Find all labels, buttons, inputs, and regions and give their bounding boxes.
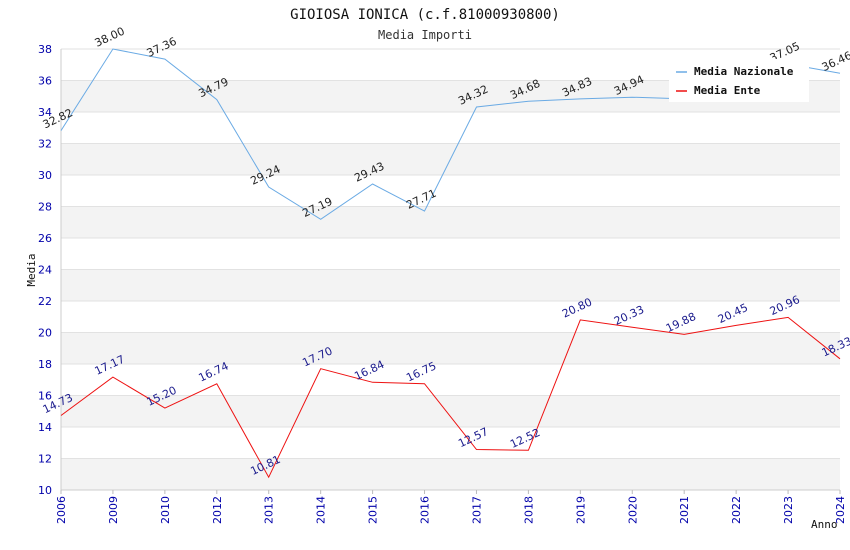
grid-lines	[61, 48, 840, 491]
x-tick-label: 2014	[315, 496, 328, 524]
y-tick-label: 32	[38, 138, 52, 151]
x-tick-label: 2022	[730, 496, 743, 524]
y-tick-label: 38	[38, 43, 52, 56]
data-label-media-ente: 12.57	[456, 425, 490, 450]
y-tick-label: 18	[38, 358, 52, 371]
y-tick-label: 12	[38, 453, 52, 466]
data-label-media-nazionale: 36.46	[820, 49, 850, 74]
grid-band	[61, 458, 840, 490]
legend: Media Nazionale Media Ente	[669, 59, 809, 102]
x-tick-label: 2010	[159, 496, 172, 524]
y-tick-label: 34	[38, 106, 52, 119]
chart-title: GIOIOSA IONICA (c.f.81000930800)	[290, 7, 560, 23]
grid-band	[61, 269, 840, 301]
legend-box	[669, 59, 809, 102]
data-label-media-ente: 20.33	[612, 303, 646, 328]
grid-bands	[61, 80, 840, 490]
data-label-media-ente: 12.52	[508, 426, 542, 451]
x-tick-label: 2006	[55, 496, 68, 524]
data-label-media-nazionale: 37.36	[145, 35, 179, 60]
y-tick-label: 22	[38, 295, 52, 308]
x-tick-label: 2015	[367, 496, 380, 524]
y-tick-label: 14	[38, 421, 52, 434]
x-tick-label: 2013	[263, 496, 276, 524]
axes	[60, 49, 841, 494]
x-tick-label: 2019	[574, 496, 587, 524]
x-tick-label: 2016	[419, 496, 432, 524]
data-label-media-ente: 20.45	[716, 301, 750, 326]
y-tick-label: 30	[38, 169, 52, 182]
x-tick-label: 2017	[470, 496, 483, 524]
x-tick-label: 2009	[107, 496, 120, 524]
legend-label-media-ente: Media Ente	[694, 84, 761, 97]
data-label-media-ente: 19.88	[664, 310, 698, 335]
y-tick-label: 10	[38, 484, 52, 497]
x-tick-label: 2021	[678, 496, 691, 524]
x-tick-label: 2020	[626, 496, 639, 524]
y-axis-label: Media	[25, 253, 38, 286]
y-tick-label: 20	[38, 327, 52, 340]
data-label-media-nazionale: 38.00	[93, 25, 127, 50]
x-tick-label: 2024	[834, 496, 847, 524]
y-tick-labels: 10 12 14 16 18 20 22 24 26 28 30 32 34 36 38	[38, 43, 52, 497]
y-tick-label: 26	[38, 232, 52, 245]
grid-band	[61, 206, 840, 238]
chart-subtitle: Media Importi	[378, 28, 472, 42]
x-tick-label: 2023	[782, 496, 795, 524]
x-tick-label: 2012	[211, 496, 224, 524]
y-tick-label: 24	[38, 264, 52, 277]
y-tick-label: 36	[38, 75, 52, 88]
y-tick-label: 16	[38, 390, 52, 403]
x-tick-labels: 2006 2009 2010 2012 2013 2014 2015 2016 2017 2018…	[55, 496, 847, 524]
series-line-media-ente	[60, 316, 841, 479]
grid-band	[61, 332, 840, 364]
grid-band	[61, 395, 840, 427]
x-axis-label: Anno	[811, 518, 838, 531]
y-tick-label: 28	[38, 201, 52, 214]
legend-label-media-nazionale: Media Nazionale	[694, 65, 794, 78]
x-tick-label: 2018	[522, 496, 535, 524]
